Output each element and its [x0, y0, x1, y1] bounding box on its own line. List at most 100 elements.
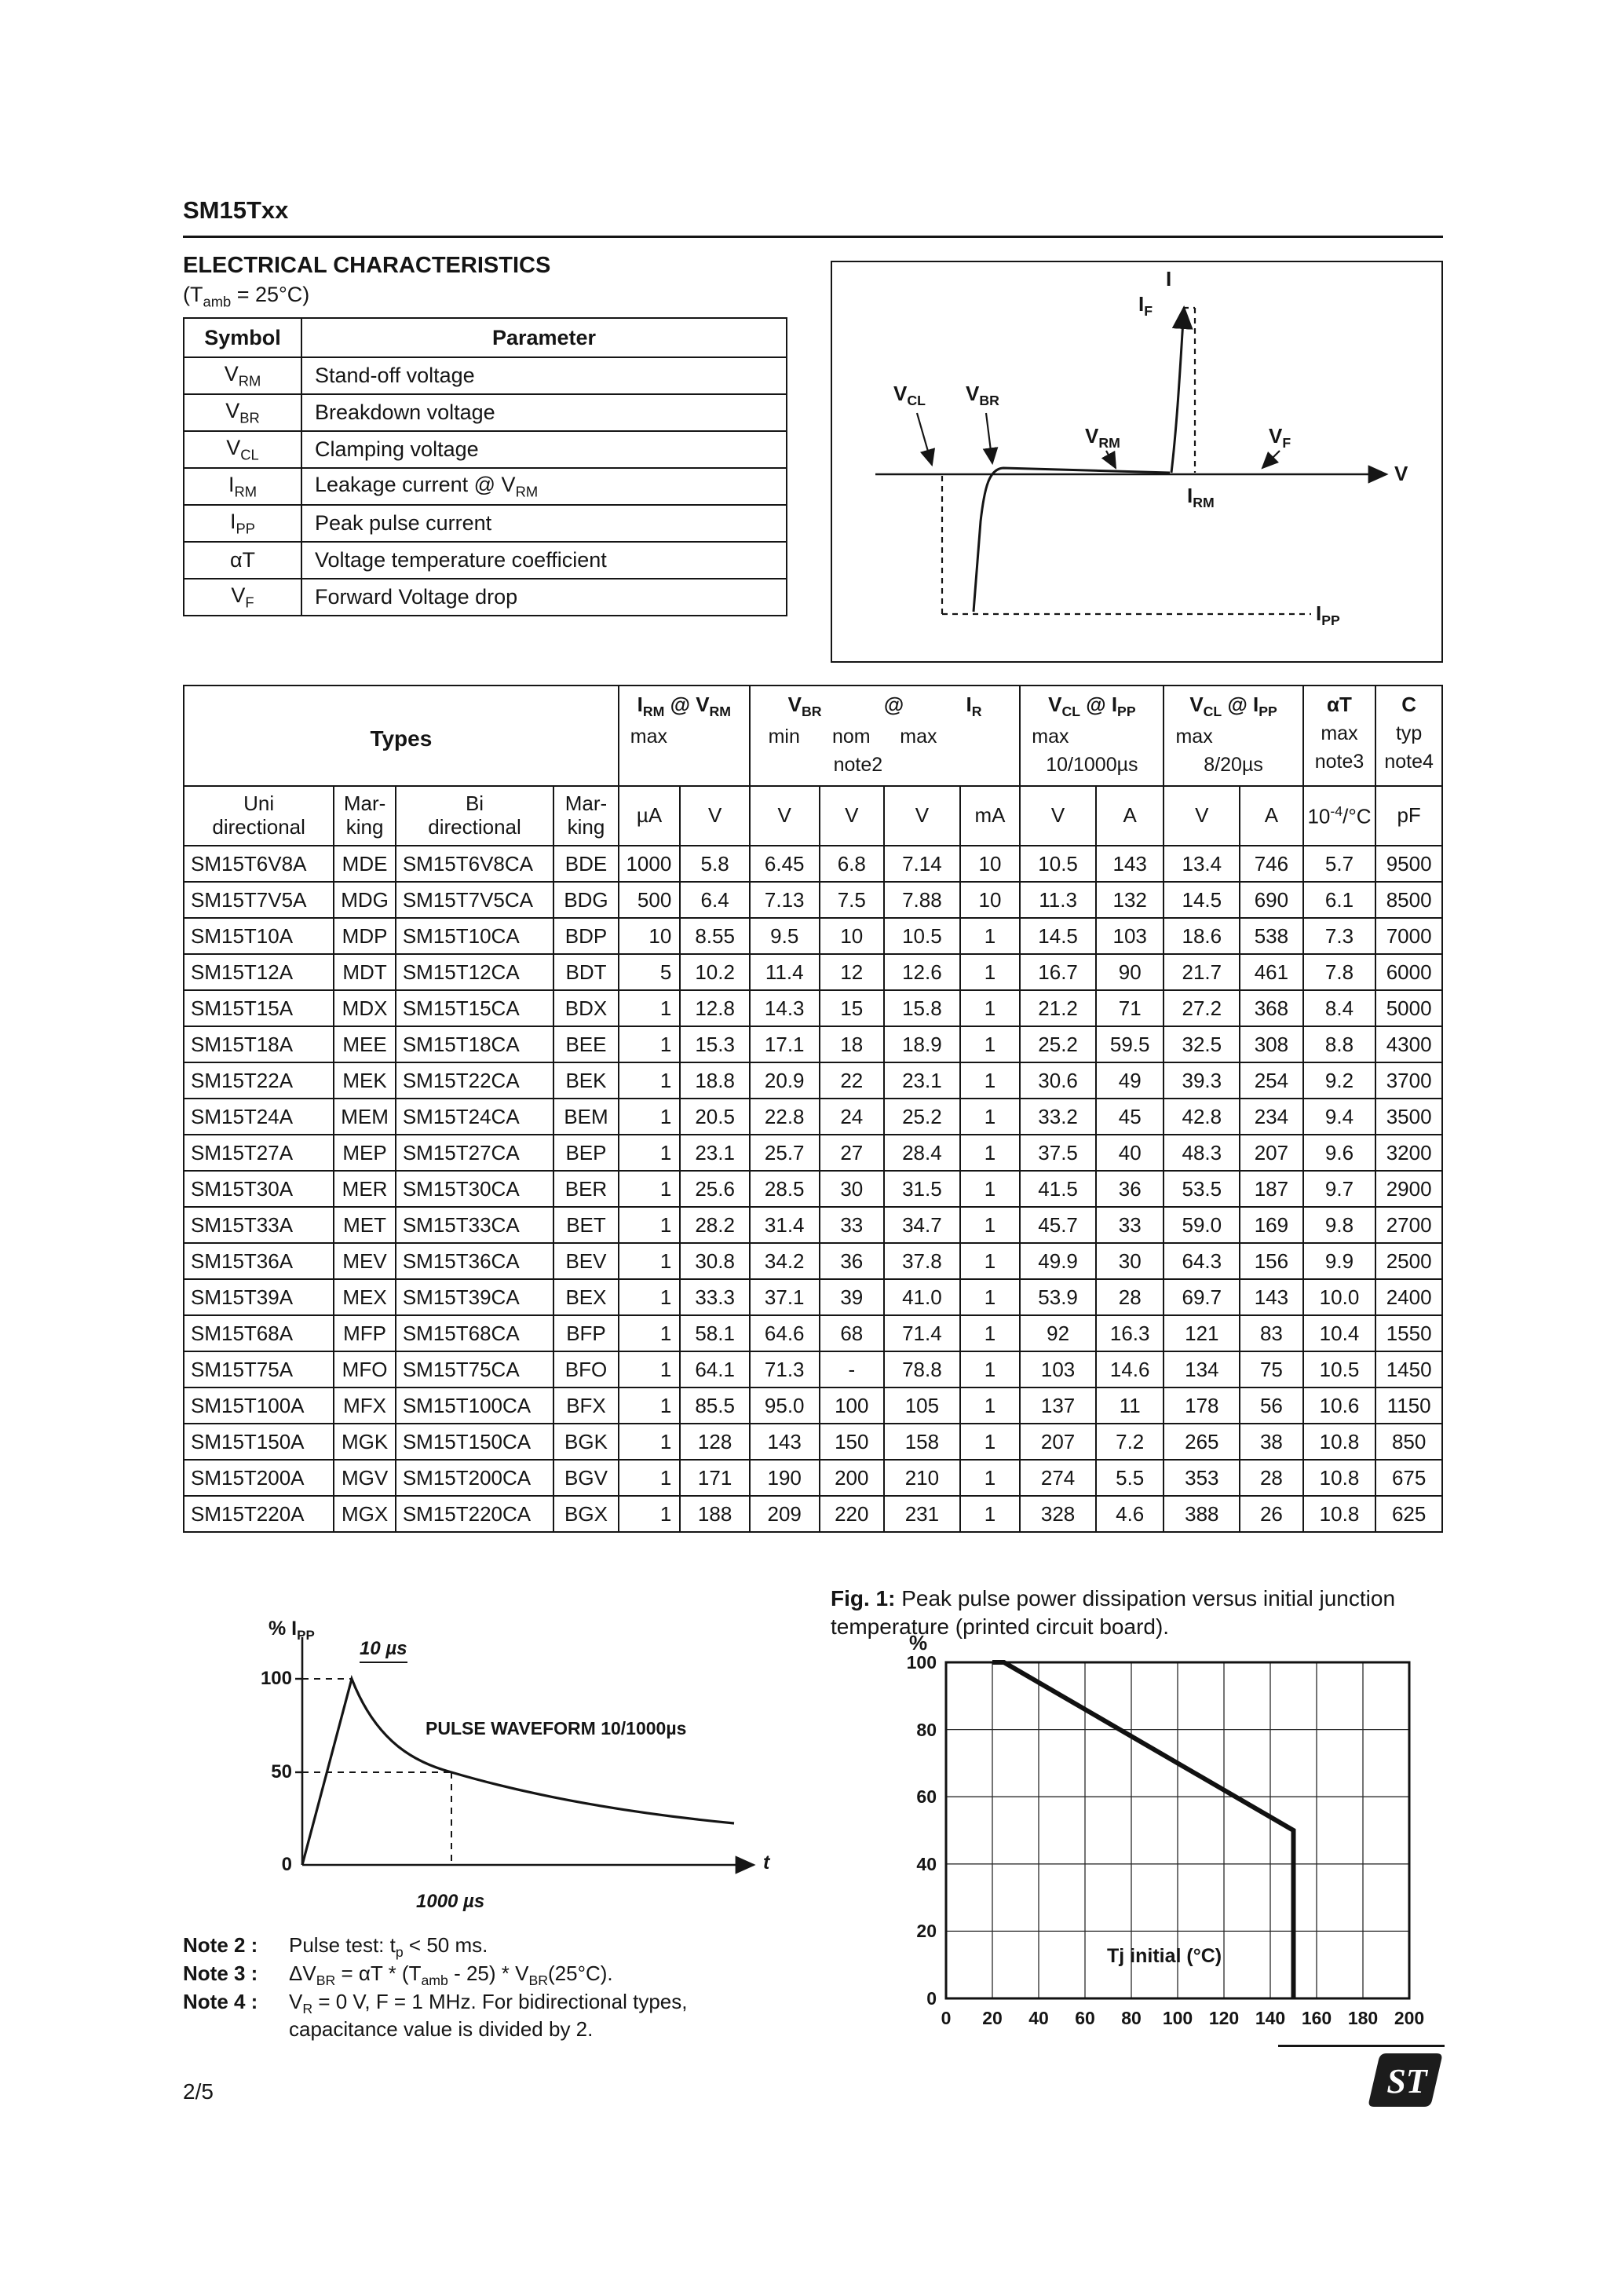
fig1-x-tick: 100 — [1162, 2008, 1193, 2028]
table-cell: 37.5 — [1019, 1134, 1097, 1172]
table-cell: SM15T7V5A — [182, 881, 335, 919]
table-cell: 675 — [1375, 1459, 1443, 1497]
parameter-cell: Leakage current @ VRM — [301, 467, 787, 506]
table-cell: 7.3 — [1302, 917, 1377, 955]
fig1-y-tick: 0 — [926, 1988, 937, 2009]
fig1-y-tick: 40 — [916, 1853, 937, 1874]
table-cell: 49 — [1094, 1062, 1165, 1099]
table-cell: SM15T150A — [182, 1423, 335, 1461]
table-cell: 178 — [1163, 1387, 1241, 1424]
capacitance-header: C typ note4 — [1375, 685, 1443, 787]
table-cell: 59.0 — [1163, 1206, 1241, 1244]
parameter-cell: Forward Voltage drop — [301, 578, 787, 616]
pulse-xlabel: t — [763, 1852, 770, 1874]
table-cell: 10.8 — [1302, 1459, 1377, 1497]
symbol-cell: αT — [183, 541, 302, 579]
table-cell: 1450 — [1375, 1351, 1443, 1388]
table-cell: SM15T12CA — [394, 953, 555, 991]
table-cell: MFX — [333, 1387, 396, 1424]
table-cell: 21.2 — [1019, 989, 1097, 1027]
table-cell: 37.1 — [748, 1278, 820, 1316]
fig1-chart: % Tj initial (°C) 0 20 40 60 80 100 120 140 160 1… — [879, 1629, 1445, 2077]
table-cell: SM15T15A — [182, 989, 335, 1027]
table-row: SM15T220A MGX SM15T220CA BGX 1 188 209 220 231 1 3… — [182, 1495, 1443, 1533]
table-cell: MEX — [333, 1278, 396, 1316]
table-cell: 59.5 — [1094, 1026, 1165, 1063]
table-cell: 71 — [1094, 989, 1165, 1027]
vcl-8-20-header: VCL @ IPP max 8/20µs — [1163, 685, 1304, 787]
note-4: Note 4 : VR = 0 V, F = 1 MHz. For bidire… — [183, 1990, 687, 2042]
table-cell: 12 — [818, 953, 886, 991]
alpha-t-header: αT max note3 — [1302, 685, 1377, 787]
table-cell: 27.2 — [1163, 989, 1241, 1027]
table-row: SM15T22A MEK SM15T22CA BEK 1 18.8 20.9 22 23.1 1 3… — [182, 1062, 1443, 1099]
table-cell: SM15T39CA — [394, 1278, 555, 1316]
table-cell: 25.2 — [883, 1098, 961, 1135]
table-cell: 23.1 — [883, 1062, 961, 1099]
table-cell: SM15T33A — [182, 1206, 335, 1244]
table-cell: SM15T36A — [182, 1242, 335, 1280]
table-cell: 1 — [617, 1062, 681, 1099]
table-cell: 746 — [1239, 845, 1304, 883]
table-cell: MEK — [333, 1062, 396, 1099]
table-cell: 64.3 — [1163, 1242, 1241, 1280]
table-cell: 103 — [1019, 1351, 1097, 1388]
table-cell: 1 — [617, 1423, 681, 1461]
table-cell: 24 — [818, 1098, 886, 1135]
parameter-cell: Breakdown voltage — [301, 393, 787, 432]
table-cell: SM15T15CA — [394, 989, 555, 1027]
table-cell: SM15T68A — [182, 1314, 335, 1352]
table-row: SM15T15A MDX SM15T15CA BDX 1 12.8 14.3 15 15.8 1 2… — [182, 989, 1443, 1027]
table-cell: 7.8 — [1302, 953, 1377, 991]
table-cell: 33 — [818, 1206, 886, 1244]
table-cell: SM15T150CA — [394, 1423, 555, 1461]
vi-characteristic-diagram: I IF VCL VBR VRM VF V IRM IPP — [831, 261, 1443, 663]
vcl2-max: max — [1175, 726, 1213, 748]
table-cell: 33 — [1094, 1206, 1165, 1244]
table-cell: 25.7 — [748, 1134, 820, 1172]
note-4-label: Note 4 : — [183, 1990, 258, 2013]
symbol-cell: VCL — [183, 430, 302, 469]
table-cell: 9500 — [1375, 845, 1443, 883]
diagram-vcl-label: VCL — [893, 382, 926, 409]
c-typ: typ — [1395, 722, 1423, 744]
note-3-label: Note 3 : — [183, 1961, 258, 1985]
table-cell: 143 — [1239, 1278, 1304, 1316]
table-row: SM15T68A MFP SM15T68CA BFP 1 58.1 64.6 68 71.4 1 9… — [182, 1314, 1443, 1352]
c-note4: note4 — [1384, 751, 1434, 773]
table-cell: 156 — [1239, 1242, 1304, 1280]
table-cell: 39 — [818, 1278, 886, 1316]
table-cell: 30.8 — [679, 1242, 751, 1280]
table-cell: 187 — [1239, 1170, 1304, 1208]
table-cell: 9.5 — [748, 917, 820, 955]
note-4-text: VR = 0 V, F = 1 MHz. For bidirectional t… — [289, 1990, 688, 2042]
table-cell: 16.3 — [1094, 1314, 1165, 1352]
table-cell: 11.3 — [1019, 881, 1097, 919]
electrical-characteristics-title: ELECTRICAL CHARACTERISTICS — [183, 253, 551, 278]
elec-row: IPP Peak pulse current — [183, 504, 787, 543]
table-cell: 7.5 — [818, 881, 886, 919]
table-cell: 71.4 — [883, 1314, 961, 1352]
table-cell: 690 — [1239, 881, 1304, 919]
table-cell: 9.6 — [1302, 1134, 1377, 1172]
table-cell: MEE — [333, 1026, 396, 1063]
unit-header-cell: V — [748, 785, 820, 846]
table-cell: 10 — [959, 881, 1021, 919]
table-cell: 4300 — [1375, 1026, 1443, 1063]
table-cell: 78.8 — [883, 1351, 961, 1388]
note-2: Note 2 : Pulse test: tp < 50 ms. — [183, 1933, 488, 1961]
table-cell: 274 — [1019, 1459, 1097, 1497]
table-cell: 20.5 — [679, 1098, 751, 1135]
table-cell: 15 — [818, 989, 886, 1027]
table-cell: 308 — [1239, 1026, 1304, 1063]
table-cell: 1 — [617, 1170, 681, 1208]
table-cell: 6000 — [1375, 953, 1443, 991]
table-cell: 10.8 — [1302, 1495, 1377, 1533]
table-cell: 265 — [1163, 1423, 1241, 1461]
table-cell: 16.7 — [1019, 953, 1097, 991]
table-cell: 41.5 — [1019, 1170, 1097, 1208]
table-cell: SM15T39A — [182, 1278, 335, 1316]
table-cell: 21.7 — [1163, 953, 1241, 991]
table-cell: 625 — [1375, 1495, 1443, 1533]
table-cell: 1000 — [617, 845, 681, 883]
